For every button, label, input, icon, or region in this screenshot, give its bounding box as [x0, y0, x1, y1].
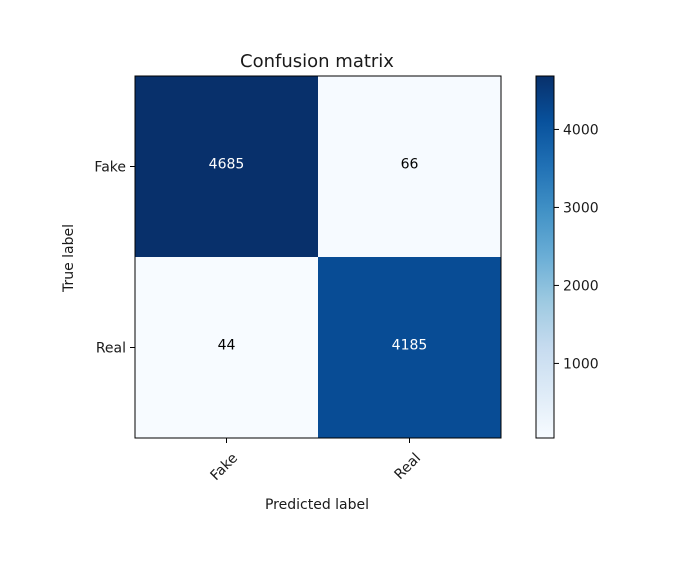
plot-frame [134, 75, 502, 439]
cell-value-label: 66 [401, 157, 419, 173]
colorbar-tick-label: 2000 [563, 278, 599, 294]
colorbar [535, 75, 555, 439]
x-tick-label: Real [391, 450, 424, 483]
heatmap-cell [135, 257, 318, 438]
heatmap-cell [318, 76, 501, 257]
cell-value-label: 4185 [392, 338, 428, 354]
colorbar-tick-label: 3000 [563, 200, 599, 216]
cell-value-label: 44 [218, 338, 236, 354]
x-axis-label: Predicted label [265, 497, 369, 513]
cell-value-label: 4685 [209, 157, 245, 173]
colorbar-tick-label: 1000 [563, 356, 599, 372]
y-tick-label: Fake [94, 160, 126, 176]
y-axis-label: True label [61, 224, 77, 293]
colorbar-ticks: 1000 2000 3000 4000 [554, 122, 599, 372]
y-axis-ticks: Fake Real [94, 160, 135, 357]
x-tick-label: Fake [207, 450, 241, 484]
chart-title: Confusion matrix [240, 51, 394, 72]
x-axis-ticks: Fake Real [207, 438, 424, 484]
heatmap-cell [135, 76, 318, 257]
heatmap-cells: 4685 66 44 4185 [135, 76, 501, 438]
heatmap-cell [318, 257, 501, 438]
colorbar-tick-label: 4000 [563, 122, 599, 138]
y-tick-label: Real [96, 341, 126, 357]
